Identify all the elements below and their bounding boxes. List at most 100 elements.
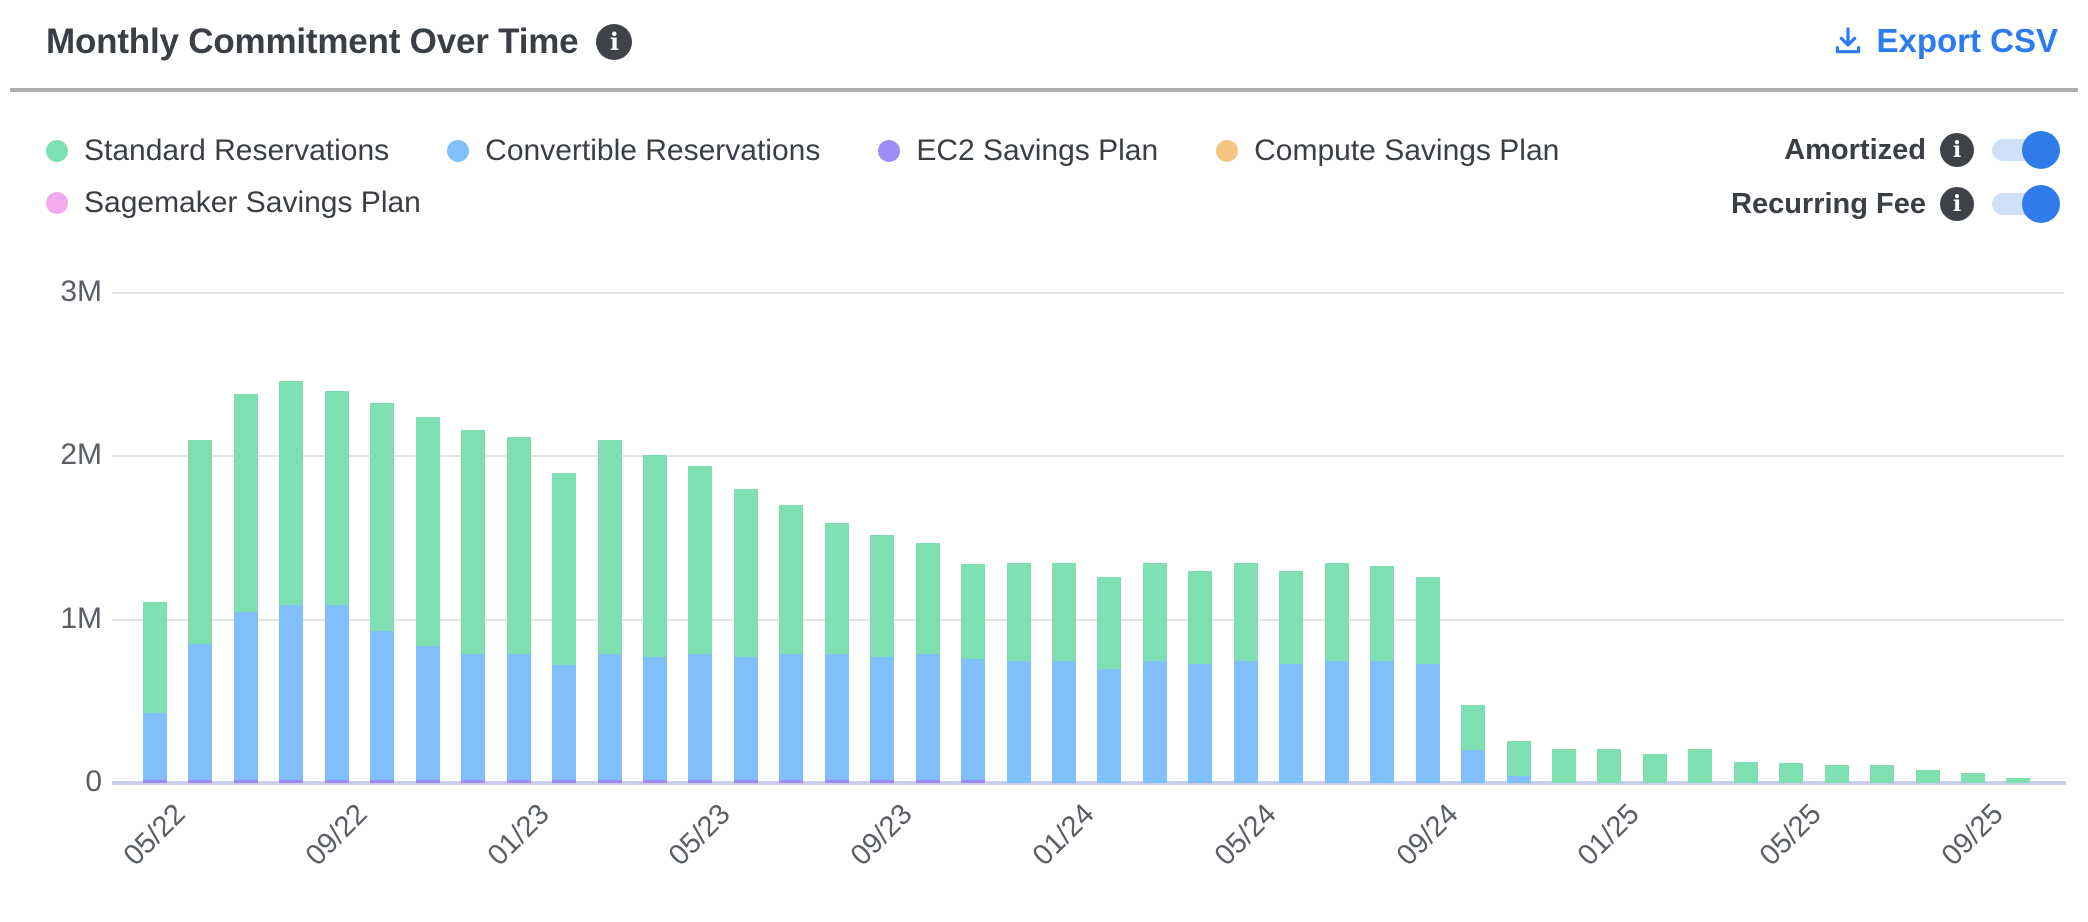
bar-10/24-Convertible Reservations[interactable] bbox=[1461, 750, 1486, 783]
bar-12/22-EC2 Savings Plan[interactable] bbox=[461, 779, 486, 783]
bar-10/24-Standard Reservations[interactable] bbox=[1461, 704, 1486, 751]
bar-08/24-Standard Reservations[interactable] bbox=[1370, 565, 1395, 661]
bar-09/22-Convertible Reservations[interactable] bbox=[324, 605, 349, 780]
bar-10/22-Convertible Reservations[interactable] bbox=[370, 631, 395, 780]
bar-10/23-EC2 Savings Plan[interactable] bbox=[915, 779, 940, 783]
amortized-toggle[interactable] bbox=[1992, 131, 2060, 169]
legend-item-3[interactable]: Compute Savings Plan bbox=[1216, 134, 1559, 168]
recurring-fee-toggle[interactable] bbox=[1992, 185, 2060, 223]
bar-09/23-Convertible Reservations[interactable] bbox=[870, 657, 895, 780]
amortized-info-icon[interactable]: i bbox=[1940, 133, 1974, 167]
bar-08/22-EC2 Savings Plan[interactable] bbox=[279, 779, 304, 783]
bar-05/24-Standard Reservations[interactable] bbox=[1233, 562, 1258, 661]
bar-09/23-Standard Reservations[interactable] bbox=[870, 534, 895, 658]
bar-03/25-Standard Reservations[interactable] bbox=[1688, 748, 1713, 783]
legend-item-4[interactable]: Sagemaker Savings Plan bbox=[46, 186, 421, 220]
bar-02/23-Convertible Reservations[interactable] bbox=[552, 665, 577, 780]
bar-03/23-Convertible Reservations[interactable] bbox=[597, 653, 622, 780]
export-csv-button[interactable]: Export CSV bbox=[1832, 22, 2058, 60]
bar-04/24-Convertible Reservations[interactable] bbox=[1188, 663, 1213, 783]
bar-05/23-Convertible Reservations[interactable] bbox=[688, 653, 713, 780]
bar-11/23-EC2 Savings Plan[interactable] bbox=[961, 779, 986, 783]
bar-06/22-EC2 Savings Plan[interactable] bbox=[188, 779, 213, 783]
bar-09/22-EC2 Savings Plan[interactable] bbox=[324, 779, 349, 783]
bar-07/23-Convertible Reservations[interactable] bbox=[779, 653, 804, 780]
bar-12/23-Convertible Reservations[interactable] bbox=[1006, 660, 1031, 783]
bar-06/24-Standard Reservations[interactable] bbox=[1279, 570, 1304, 664]
bar-03/23-Standard Reservations[interactable] bbox=[597, 440, 622, 654]
bar-12/22-Standard Reservations[interactable] bbox=[461, 430, 486, 654]
bar-07/24-Standard Reservations[interactable] bbox=[1324, 562, 1349, 661]
bar-06/23-Convertible Reservations[interactable] bbox=[733, 657, 758, 780]
bar-05/22-Standard Reservations[interactable] bbox=[143, 601, 167, 713]
recurring-fee-info-icon[interactable]: i bbox=[1940, 187, 1974, 221]
bar-05/23-Standard Reservations[interactable] bbox=[688, 466, 713, 654]
bar-07/24-Convertible Reservations[interactable] bbox=[1324, 660, 1349, 783]
bar-04/25-Standard Reservations[interactable] bbox=[1733, 761, 1758, 783]
bar-04/23-Convertible Reservations[interactable] bbox=[642, 657, 667, 780]
bar-06/24-Convertible Reservations[interactable] bbox=[1279, 663, 1304, 783]
bar-11/22-Convertible Reservations[interactable] bbox=[415, 645, 440, 780]
legend-item-2[interactable]: EC2 Savings Plan bbox=[878, 134, 1158, 168]
bar-12/23-Standard Reservations[interactable] bbox=[1006, 562, 1031, 661]
bar-08/24-Convertible Reservations[interactable] bbox=[1370, 660, 1395, 783]
bar-01/24-Standard Reservations[interactable] bbox=[1052, 562, 1076, 661]
bar-02/24-Convertible Reservations[interactable] bbox=[1097, 668, 1122, 783]
bar-11/22-EC2 Savings Plan[interactable] bbox=[415, 779, 440, 783]
bar-07/22-Standard Reservations[interactable] bbox=[233, 394, 258, 612]
bar-02/25-Standard Reservations[interactable] bbox=[1642, 753, 1667, 783]
bar-09/23-EC2 Savings Plan[interactable] bbox=[870, 779, 895, 783]
bar-09/25-Standard Reservations[interactable] bbox=[1961, 773, 1985, 783]
bar-08/22-Standard Reservations[interactable] bbox=[279, 381, 304, 605]
bar-06/22-Convertible Reservations[interactable] bbox=[188, 644, 213, 780]
bar-07/23-EC2 Savings Plan[interactable] bbox=[779, 779, 804, 783]
legend-item-0[interactable]: Standard Reservations bbox=[46, 134, 389, 168]
bar-09/22-Standard Reservations[interactable] bbox=[324, 391, 349, 605]
bar-01/25-Standard Reservations[interactable] bbox=[1597, 748, 1622, 783]
bar-10/25-Standard Reservations[interactable] bbox=[2006, 778, 2031, 783]
bar-03/24-Convertible Reservations[interactable] bbox=[1142, 660, 1167, 783]
legend-item-1[interactable]: Convertible Reservations bbox=[447, 134, 820, 168]
bar-07/22-Convertible Reservations[interactable] bbox=[233, 611, 258, 780]
bar-03/23-EC2 Savings Plan[interactable] bbox=[597, 779, 622, 783]
bar-12/22-Convertible Reservations[interactable] bbox=[461, 653, 486, 780]
bar-01/23-Convertible Reservations[interactable] bbox=[506, 653, 531, 780]
bar-07/22-EC2 Savings Plan[interactable] bbox=[233, 779, 258, 783]
bar-11/23-Standard Reservations[interactable] bbox=[961, 564, 986, 659]
bar-10/23-Standard Reservations[interactable] bbox=[915, 542, 940, 654]
bar-04/24-Standard Reservations[interactable] bbox=[1188, 570, 1213, 664]
bar-05/22-EC2 Savings Plan[interactable] bbox=[143, 779, 167, 783]
bar-12/24-Standard Reservations[interactable] bbox=[1551, 748, 1576, 783]
bar-08/23-Standard Reservations[interactable] bbox=[824, 523, 849, 654]
bar-09/24-Standard Reservations[interactable] bbox=[1415, 577, 1440, 664]
bar-10/22-Standard Reservations[interactable] bbox=[370, 402, 395, 632]
bar-06/23-Standard Reservations[interactable] bbox=[733, 489, 758, 658]
bar-06/25-Standard Reservations[interactable] bbox=[1824, 765, 1849, 783]
bar-02/23-Standard Reservations[interactable] bbox=[552, 472, 577, 666]
bar-02/24-Standard Reservations[interactable] bbox=[1097, 577, 1122, 669]
bar-02/23-EC2 Savings Plan[interactable] bbox=[552, 779, 577, 783]
bar-07/23-Standard Reservations[interactable] bbox=[779, 505, 804, 654]
bar-01/23-EC2 Savings Plan[interactable] bbox=[506, 779, 531, 783]
bar-06/22-Standard Reservations[interactable] bbox=[188, 440, 213, 645]
bar-08/23-EC2 Savings Plan[interactable] bbox=[824, 779, 849, 783]
bar-04/23-Standard Reservations[interactable] bbox=[642, 454, 667, 658]
bar-04/23-EC2 Savings Plan[interactable] bbox=[642, 779, 667, 783]
title-info-icon[interactable]: i bbox=[596, 24, 633, 60]
bar-10/22-EC2 Savings Plan[interactable] bbox=[370, 779, 395, 783]
bar-08/23-Convertible Reservations[interactable] bbox=[824, 653, 849, 780]
bar-10/23-Convertible Reservations[interactable] bbox=[915, 653, 940, 780]
bar-09/24-Convertible Reservations[interactable] bbox=[1415, 663, 1440, 783]
bar-05/22-Convertible Reservations[interactable] bbox=[143, 712, 167, 780]
bar-07/25-Standard Reservations[interactable] bbox=[1870, 765, 1895, 783]
bar-11/22-Standard Reservations[interactable] bbox=[415, 417, 440, 646]
bar-11/23-Convertible Reservations[interactable] bbox=[961, 658, 986, 780]
bar-11/24-Standard Reservations[interactable] bbox=[1506, 740, 1531, 777]
bar-11/24-Convertible Reservations[interactable] bbox=[1506, 776, 1531, 783]
bar-06/23-EC2 Savings Plan[interactable] bbox=[733, 779, 758, 783]
bar-05/23-EC2 Savings Plan[interactable] bbox=[688, 779, 713, 783]
bar-03/24-Standard Reservations[interactable] bbox=[1142, 562, 1167, 661]
bar-01/23-Standard Reservations[interactable] bbox=[506, 436, 531, 654]
bar-05/25-Standard Reservations[interactable] bbox=[1779, 763, 1804, 783]
bar-08/25-Standard Reservations[interactable] bbox=[1915, 769, 1940, 783]
